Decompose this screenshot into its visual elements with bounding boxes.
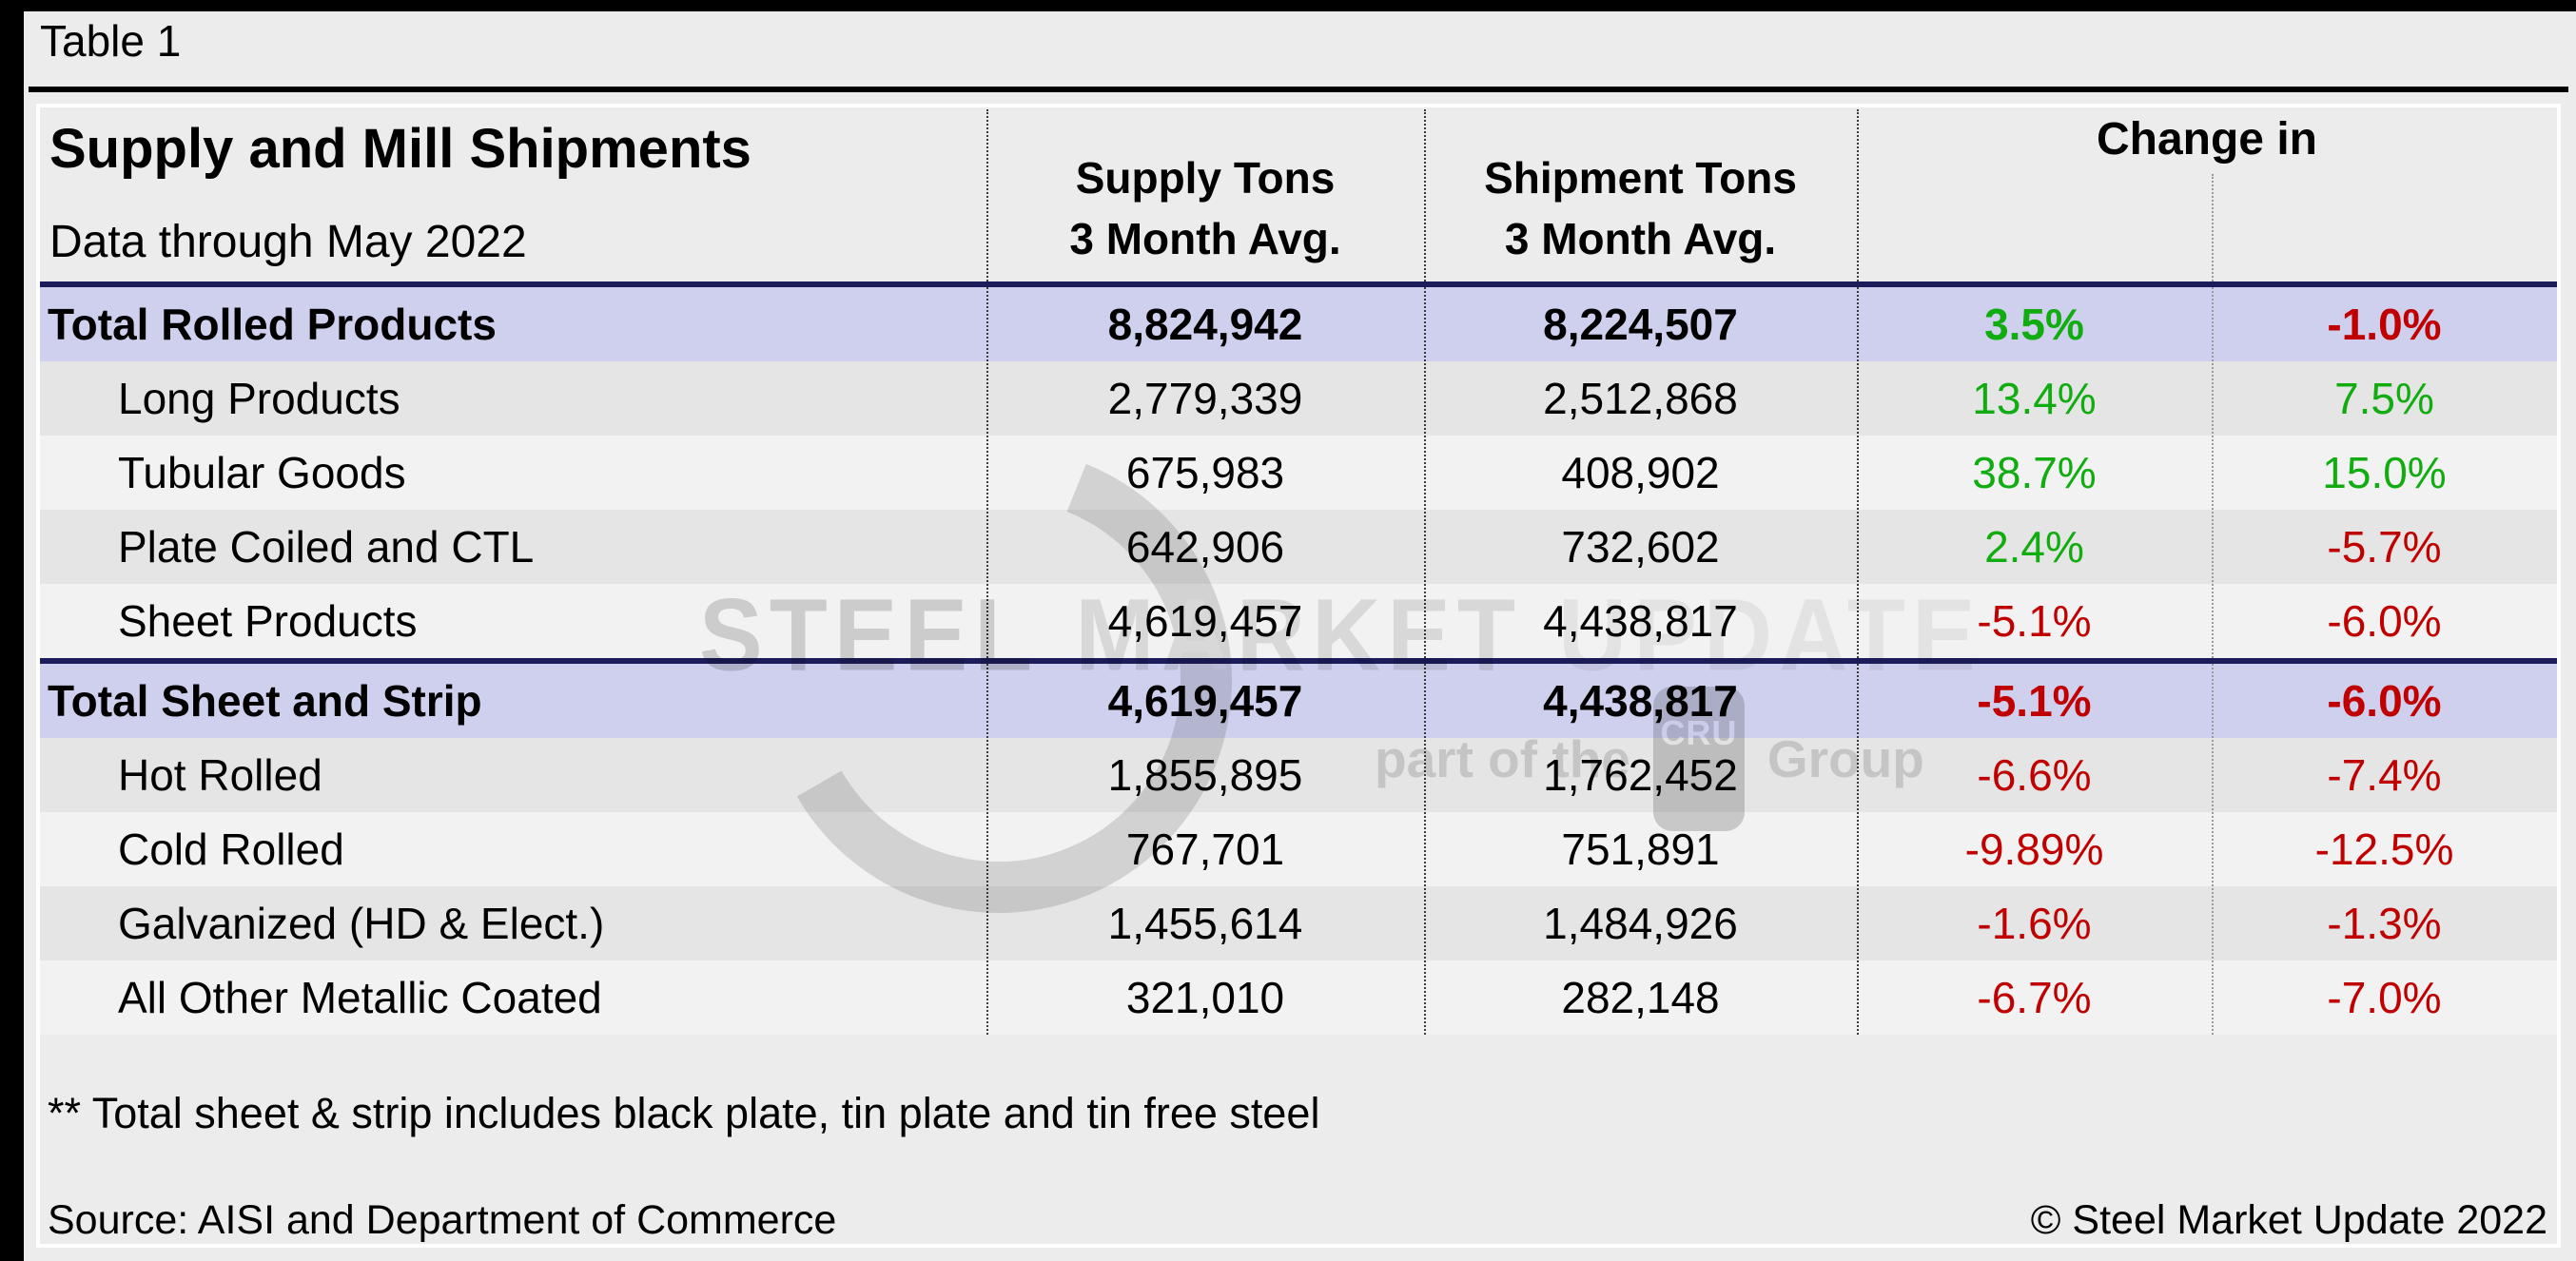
navy-divider-1 (40, 281, 2557, 287)
column-header-change-in: Change in (2096, 114, 2317, 165)
table-row-total-sheet-and-strip: Total Sheet and Strip 4,619,457 4,438,81… (40, 664, 2557, 738)
table-row-galvanized: Galvanized (HD & Elect.) 1,455,614 1,484… (40, 886, 2557, 960)
page-title: Supply and Mill Shipments (49, 118, 751, 180)
left-black-border (0, 0, 24, 1261)
navy-divider-2 (40, 658, 2557, 664)
top-black-border (0, 0, 2576, 11)
table-row-plate-coiled-ctl: Plate Coiled and CTL 642,906 732,602 2.4… (40, 510, 2557, 584)
column-separator-1 (986, 109, 988, 1035)
data-through-subtitle: Data through May 2022 (49, 217, 527, 267)
column-separator-change-split (2212, 174, 2214, 1035)
data-table: Supply and Mill Shipments Data through M… (36, 104, 2561, 1248)
column-separator-3 (1857, 109, 1859, 1035)
table-row-sheet-products: Sheet Products 4,619,457 4,438,817 -5.1%… (40, 584, 2557, 658)
table-row-tubular-goods: Tubular Goods 675,983 408,902 38.7% 15.0… (40, 436, 2557, 510)
header-divider-rule (29, 87, 2568, 92)
table-row-total-rolled-products: Total Rolled Products 8,824,942 8,224,50… (40, 287, 2557, 361)
footnote-text: ** Total sheet & strip includes black pl… (48, 1089, 1320, 1137)
source-text: Source: AISI and Department of Commerce (48, 1197, 837, 1243)
table-number-label: Table 1 (40, 16, 182, 66)
column-separator-2 (1424, 109, 1426, 1035)
table-row-cold-rolled: Cold Rolled 767,701 751,891 -9.89% -12.5… (40, 812, 2557, 886)
column-header-supply-tons: Supply Tons 3 Month Avg. (1069, 153, 1341, 263)
table-row-all-other-metallic-coated: All Other Metallic Coated 321,010 282,14… (40, 960, 2557, 1035)
column-header-shipment-tons: Shipment Tons 3 Month Avg. (1484, 153, 1797, 263)
table-row-long-products: Long Products 2,779,339 2,512,868 13.4% … (40, 361, 2557, 436)
copyright-text: © Steel Market Update 2022 (2030, 1197, 2547, 1243)
table-row-hot-rolled: Hot Rolled 1,855,895 1,762,452 -6.6% -7.… (40, 738, 2557, 812)
